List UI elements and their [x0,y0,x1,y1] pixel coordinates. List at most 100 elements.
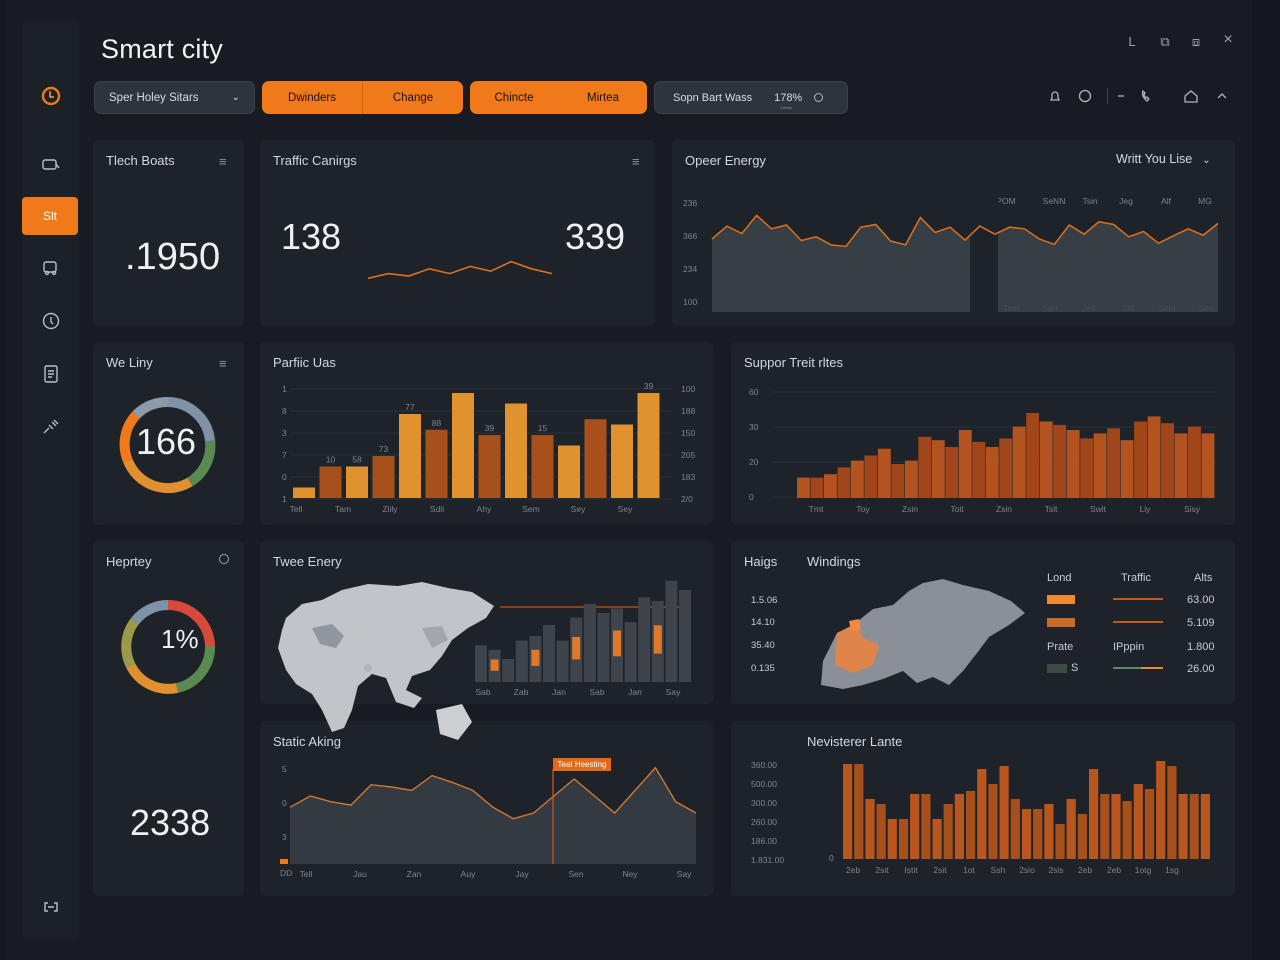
x-axis-label: Auy [461,869,476,879]
zero-marker [280,859,288,864]
y-axis-label: 20 [749,457,759,467]
bar [1156,761,1166,859]
status-label: Sopn Bart Wass [673,91,753,104]
we-liny-donut [119,397,216,494]
card-title: Suppor Treit rltes [744,355,843,370]
bar [1178,794,1188,859]
minimize-icon[interactable]: L [1128,34,1136,49]
y-axis-label: 1 [282,494,287,504]
bus-icon[interactable] [36,253,66,283]
traffic-right-value: 339 [565,216,626,257]
bar [1147,416,1161,498]
legend-line [1113,598,1163,600]
bar [854,764,864,859]
legend-label-ippin: IPppin [1113,641,1145,653]
sidebar-item-active[interactable]: Slt [22,197,78,235]
city-select[interactable]: Sper Holey Sitars ⌄ [94,81,255,114]
x-axis-label: Toy [856,504,870,514]
bar [543,625,555,682]
sidebar-active-label: Slt [42,209,57,223]
home-icon[interactable] [1183,88,1199,104]
x-axis-label: Sab [589,687,604,697]
card-title: Traffic Canirgs [273,153,357,168]
x-axis-label: Tell [290,504,303,514]
card-subtitle: Windings [807,554,861,569]
x-axis-label: Liy [1140,504,1152,514]
heprtey-extra-value: 2338 [130,802,211,843]
y-axis-label: 100 [683,297,697,307]
bar [1010,799,1020,859]
y-axis-label: 150 [681,428,695,438]
bar [837,467,851,498]
y-axis-label: 236 [683,198,697,208]
logo-icon[interactable] [36,81,66,111]
divider [362,81,363,114]
x-axis-label: 1otg [1135,865,1152,875]
bar-highlight [653,625,662,654]
bar [597,613,610,682]
bar [977,769,987,859]
toggle-group-2: Chincte Mirtea [470,81,647,114]
twee-enery-chart: Sab Zab Jan Sab Jan Say [475,580,691,697]
phone-icon[interactable] [1138,88,1154,104]
bar [954,794,964,859]
camera-icon[interactable] [36,150,66,180]
card-title: Twee Enery [273,554,342,569]
share-icon[interactable] [1214,88,1230,104]
bar [346,466,368,498]
bar [988,784,998,859]
info-icon[interactable] [219,554,229,564]
bar [958,430,972,498]
info-icon[interactable] [814,93,824,102]
static-aking-chart: 5 0 3 DD Tell Jau Zan Auy Jay Sen Ney Say [280,764,697,879]
bar [1012,426,1026,498]
y-axis-label: 188 [681,406,695,416]
compass-icon[interactable] [36,306,66,336]
bar [1120,440,1134,498]
menu-icon[interactable]: ≡ [219,356,227,371]
menu-icon[interactable]: ≡ [219,154,227,169]
data-label: 39 [644,381,654,391]
traffic-left-value: 138 [281,216,342,257]
y-axis-label: DD [280,868,292,878]
toggle-mirtea[interactable]: Mirtea [587,91,619,104]
x-axis-label: Sdli [430,504,444,514]
y-axis-label: 1.831.00 [751,855,784,865]
toggle-change[interactable]: Change [392,91,434,104]
close-icon[interactable]: × [1223,31,1233,48]
legend-value: 26.00 [1187,663,1215,675]
legend-header-lond: Lond [1047,572,1072,584]
bar [1189,794,1199,859]
y-axis-label: 186.00 [751,836,777,846]
x-axis-label: 2sit [875,865,889,875]
x-axis-label: Sem [522,504,539,514]
bar [1044,804,1054,859]
europe-map-graphic [821,579,1025,689]
minus-icon[interactable] [1114,88,1130,104]
card-title: Nevisterer Lante [807,734,903,749]
open-energy-dropdown[interactable]: Writt You Lise ⌄ [1116,152,1211,166]
x-axis-label: 2sio [1019,865,1035,875]
satellite-icon[interactable] [36,412,66,442]
toggle-chincte[interactable]: Chincte [494,91,534,104]
bar [1107,428,1120,498]
notification-icon[interactable] [1047,88,1063,104]
refresh-icon[interactable] [1077,88,1093,104]
status-pill[interactable]: Sopn Bart Wass 178% Ceimiv [654,81,848,114]
bar [1080,438,1094,498]
menu-icon[interactable]: ≡ [632,154,640,169]
toggle-dwinders[interactable]: Dwinders [288,91,336,104]
card-newsterer: Nevisterer Lante 360.00 500.00 300.00 260.0… [731,721,1235,896]
bar [1053,424,1067,498]
y-axis-label: 0 [829,853,834,863]
bar [850,460,864,498]
energy-gap [970,180,998,314]
logout-icon[interactable] [36,892,66,922]
document-icon[interactable] [36,359,66,389]
x-axis-label: Toit [950,504,964,514]
x-axis-label: 2eb [846,865,860,875]
x-axis-label: Sey [618,504,633,514]
restore-icon[interactable]: ⧉ [1160,34,1170,49]
maximize-icon[interactable]: ⧈ [1191,34,1201,49]
y-axis-label: 260.00 [751,817,777,827]
